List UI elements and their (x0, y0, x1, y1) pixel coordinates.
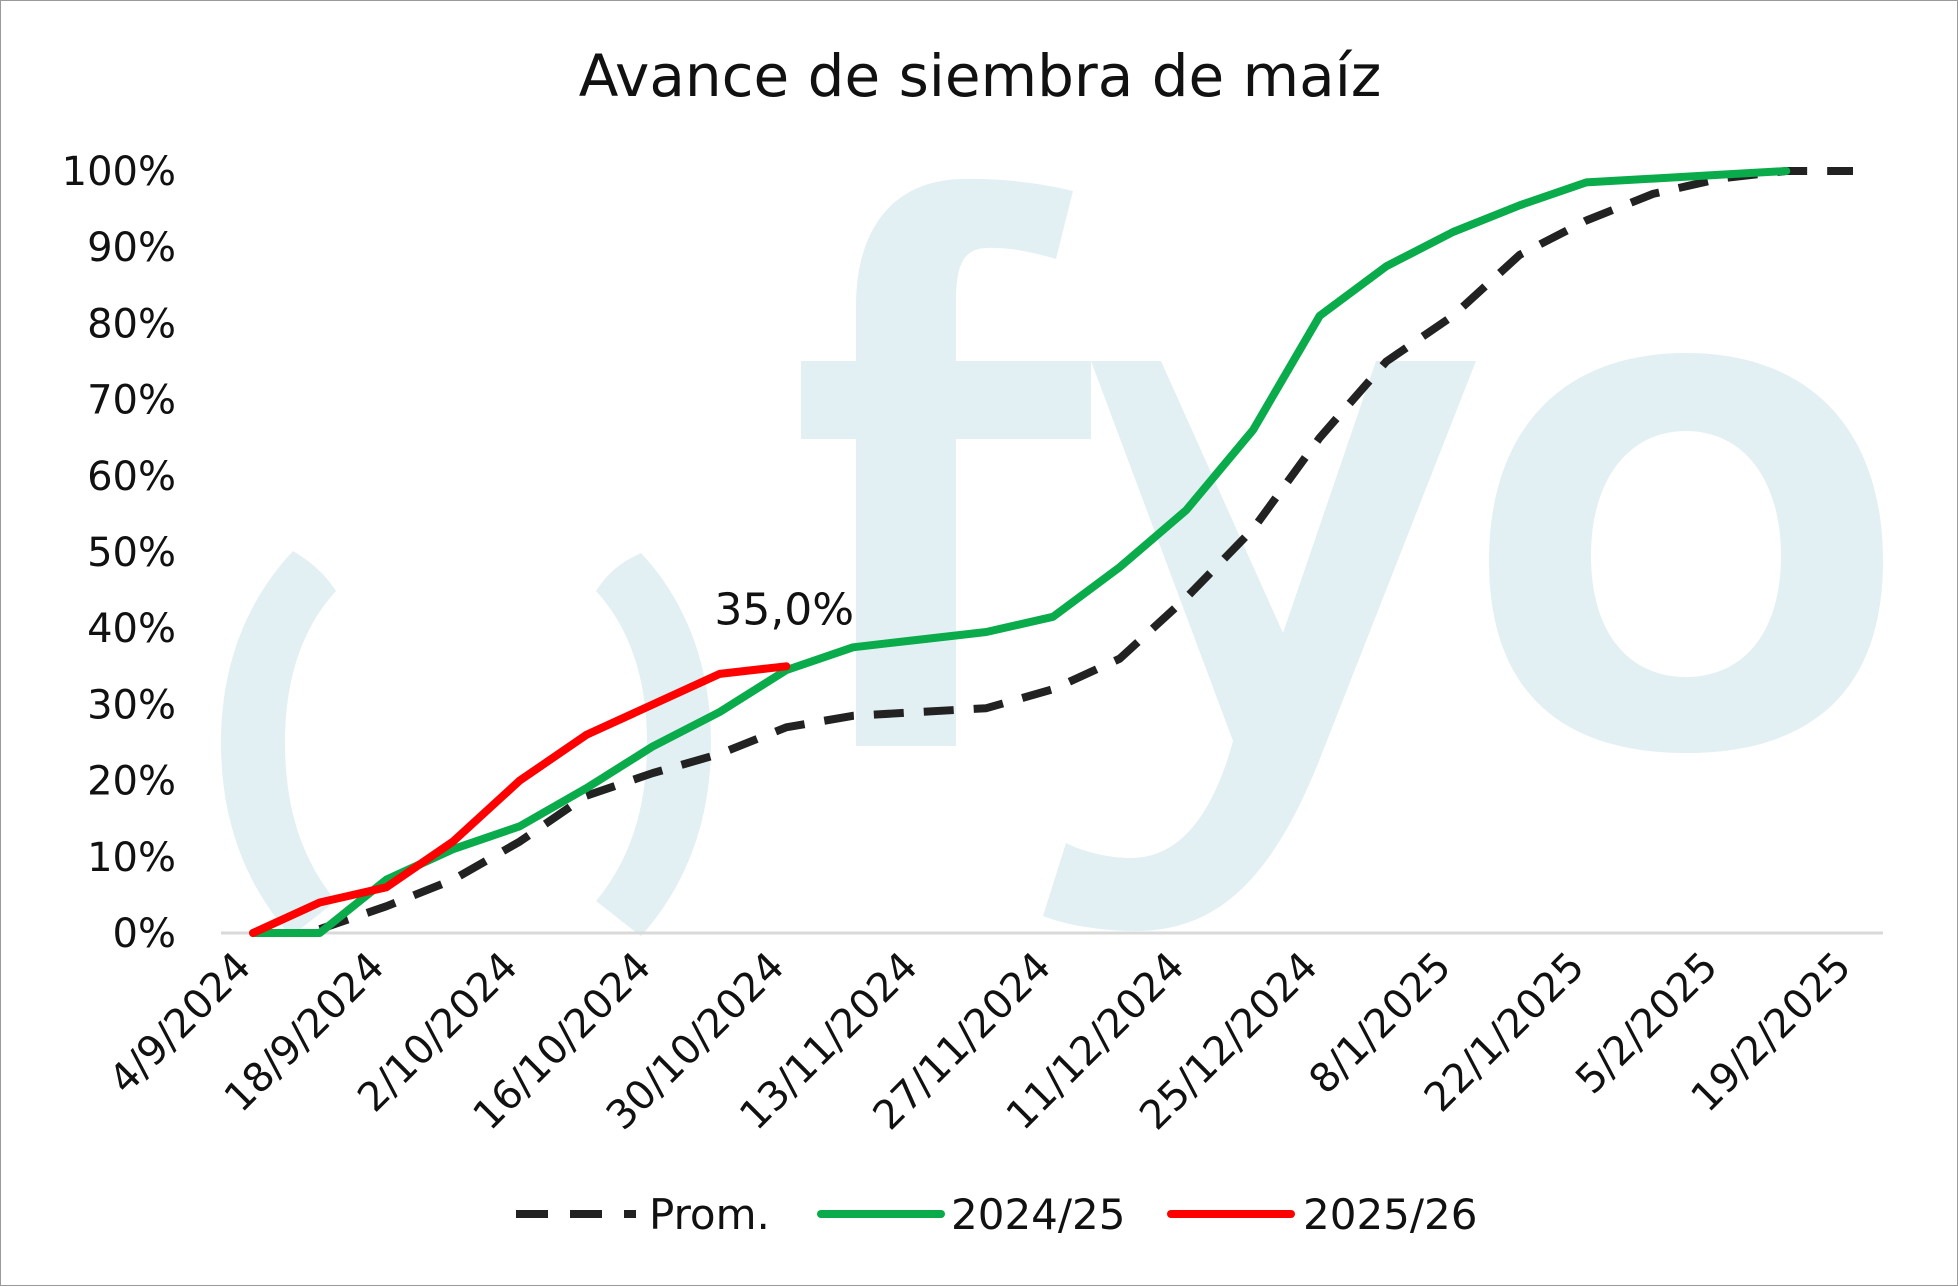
data-label-layer: 35,0% (714, 584, 854, 635)
y-tick-label: 100% (62, 149, 176, 195)
data-label-35: 35,0% (714, 584, 854, 635)
series-lines (249, 167, 1853, 937)
legend-label: Prom. (649, 1190, 770, 1239)
y-tick-label: 40% (87, 606, 176, 652)
y-tick-label: 0% (113, 911, 176, 957)
legend: Prom. 2024/25 2025/26 (516, 1190, 1477, 1239)
series-line-2025-26 (249, 662, 791, 937)
legend-label: 2024/25 (951, 1190, 1125, 1239)
legend-label: 2025/26 (1303, 1190, 1477, 1239)
y-tick-label: 60% (87, 454, 176, 500)
y-tick-label: 90% (87, 225, 176, 271)
y-tick-label: 10% (87, 835, 176, 881)
series-line-2024-25 (249, 167, 1791, 937)
series-line-prom- (318, 167, 1853, 933)
y-tick-label: 30% (87, 682, 176, 728)
y-tick-label: 50% (87, 530, 176, 576)
y-tick-label: 20% (87, 759, 176, 805)
y-tick-label: 70% (87, 378, 176, 424)
x-axis-tick-labels: 4/9/202418/9/20242/10/202416/10/202430/1… (101, 944, 1861, 1140)
y-axis-tick-labels: 0% 10% 20% 30% 40% 50% 60% 70% 80% 90% 100% (62, 149, 176, 957)
chart-title: Avance de siembra de maíz (579, 42, 1382, 110)
y-tick-label: 80% (87, 301, 176, 347)
